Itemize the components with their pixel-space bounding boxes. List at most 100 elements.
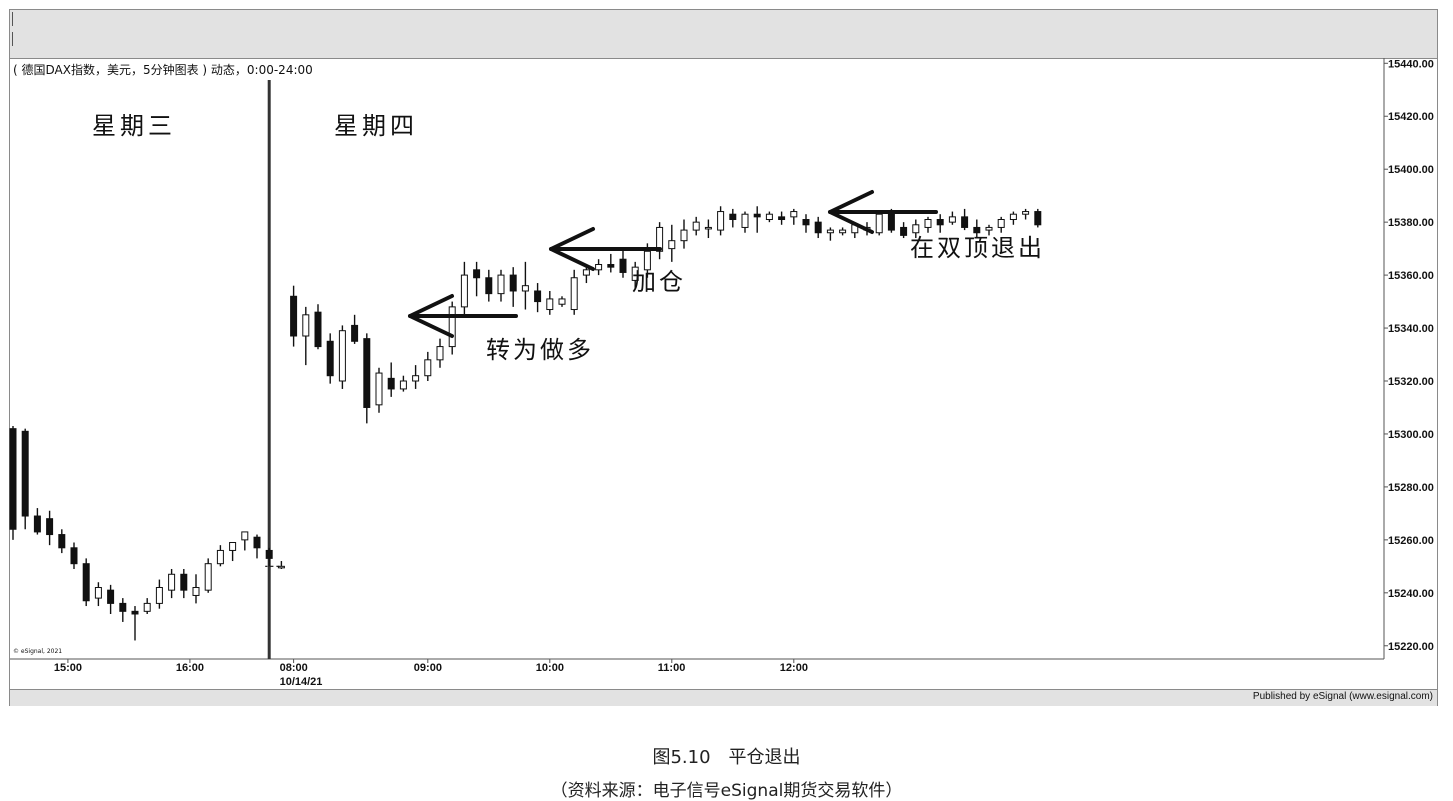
candle-body bbox=[82, 563, 90, 602]
chart-header: ( 德国DAX指数，美元，5分钟图表 ) 动态，0:00-24:00 bbox=[13, 63, 313, 77]
candle-body bbox=[277, 565, 285, 569]
y-tick-label: 15420.00 bbox=[1388, 111, 1434, 123]
figure-caption: 图5.10 平仓退出 bbox=[652, 747, 801, 768]
candle-body bbox=[485, 277, 493, 295]
candle-body bbox=[387, 377, 395, 390]
candle-body bbox=[570, 277, 578, 311]
candle-body bbox=[521, 285, 529, 292]
candle-body bbox=[399, 380, 407, 390]
candle-body bbox=[753, 213, 761, 218]
candle-body bbox=[204, 563, 212, 591]
candle-body bbox=[424, 359, 432, 377]
candle-body bbox=[717, 211, 725, 231]
candle-body bbox=[338, 330, 346, 382]
candle-body bbox=[973, 226, 981, 234]
candle-body bbox=[326, 340, 334, 377]
candle-body bbox=[302, 314, 310, 337]
candle-body bbox=[1022, 211, 1030, 215]
candle-body bbox=[802, 219, 810, 226]
toolbar-tick-mark bbox=[12, 12, 13, 26]
candle-body bbox=[1034, 211, 1042, 226]
arrow-exit-double-top bbox=[828, 190, 938, 234]
candle-body bbox=[265, 549, 273, 559]
candle-body bbox=[778, 216, 786, 221]
candle-body bbox=[985, 226, 993, 231]
day-label-wednesday: 星期三 bbox=[92, 112, 176, 140]
arrow-add-position bbox=[549, 227, 662, 271]
candle-body bbox=[9, 428, 17, 530]
candle-body bbox=[912, 224, 920, 234]
candle-body bbox=[33, 515, 41, 533]
annotation-add-position: 加仓 bbox=[632, 268, 686, 296]
candle-body bbox=[497, 274, 505, 295]
candle-body bbox=[21, 430, 29, 517]
candle-body bbox=[814, 221, 822, 234]
candle-body bbox=[924, 219, 932, 228]
x-tick-label: 09:00 bbox=[414, 662, 442, 674]
candle-body bbox=[155, 587, 163, 604]
y-tick-label: 15300.00 bbox=[1388, 429, 1434, 441]
annotation-go-long: 转为做多 bbox=[486, 336, 594, 364]
candle-body bbox=[729, 213, 737, 221]
candle-body bbox=[948, 216, 956, 223]
candle-body bbox=[826, 229, 834, 234]
y-tick-label: 15320.00 bbox=[1388, 376, 1434, 388]
candle-body bbox=[887, 213, 895, 231]
y-tick-label: 15440.00 bbox=[1388, 58, 1434, 70]
y-tick-label: 15360.00 bbox=[1388, 270, 1434, 282]
candle-body bbox=[168, 573, 176, 591]
y-tick-label: 15220.00 bbox=[1388, 641, 1434, 653]
candle-body bbox=[595, 264, 603, 271]
y-tick-label: 15260.00 bbox=[1388, 535, 1434, 547]
y-tick-label: 15280.00 bbox=[1388, 482, 1434, 494]
candle-body bbox=[668, 240, 676, 250]
candle-body bbox=[216, 549, 224, 565]
candle-body bbox=[436, 346, 444, 361]
annotation-exit-double-top: 在双顶退出 bbox=[910, 234, 1045, 262]
candle-body bbox=[314, 311, 322, 348]
candle-body bbox=[46, 518, 54, 536]
candle-body bbox=[107, 589, 115, 604]
candle-body bbox=[131, 610, 139, 615]
x-tick-label: 15:00 bbox=[54, 662, 82, 674]
y-tick-label: 15400.00 bbox=[1388, 164, 1434, 176]
candle-body bbox=[58, 534, 66, 549]
candle-body bbox=[290, 295, 298, 337]
candle-body bbox=[253, 536, 261, 549]
candle-body bbox=[460, 274, 468, 308]
candle-body bbox=[582, 269, 590, 276]
candle-body bbox=[70, 547, 78, 565]
published-by-label: Published by eSignal (www.esignal.com) bbox=[1252, 691, 1433, 702]
candle-body bbox=[839, 229, 847, 234]
chart-frame bbox=[9, 9, 1438, 706]
candle-body bbox=[936, 219, 944, 226]
candle-body bbox=[558, 298, 566, 305]
candle-body bbox=[961, 216, 969, 228]
y-tick-label: 15380.00 bbox=[1388, 217, 1434, 229]
candle-body bbox=[192, 587, 200, 596]
candle-body bbox=[643, 250, 651, 271]
candle-body bbox=[143, 602, 151, 612]
candle-body bbox=[351, 324, 359, 342]
candle-body bbox=[900, 226, 908, 236]
candle-body bbox=[875, 213, 883, 234]
x-tick-date-label: 10/14/21 bbox=[280, 676, 323, 688]
candle-body bbox=[534, 290, 542, 303]
candle-body bbox=[619, 258, 627, 273]
x-tick-label: 08:00 bbox=[280, 662, 308, 674]
candle-body bbox=[412, 375, 420, 382]
candle-body bbox=[375, 372, 383, 406]
candle-body bbox=[94, 587, 102, 599]
candle-body bbox=[241, 531, 249, 541]
toolbar-tick-mark bbox=[12, 32, 13, 46]
x-tick-label: 11:00 bbox=[658, 662, 686, 674]
status-bar: Published by eSignal (www.esignal.com) bbox=[10, 689, 1437, 706]
candle-body bbox=[119, 602, 127, 612]
day-label-thursday: 星期四 bbox=[334, 112, 418, 140]
y-tick-label: 15240.00 bbox=[1388, 588, 1434, 600]
arrow-go-long bbox=[408, 294, 518, 338]
x-tick-label: 12:00 bbox=[780, 662, 808, 674]
candle-body bbox=[546, 298, 554, 311]
candle-body bbox=[363, 338, 371, 408]
candle-body bbox=[607, 264, 615, 268]
